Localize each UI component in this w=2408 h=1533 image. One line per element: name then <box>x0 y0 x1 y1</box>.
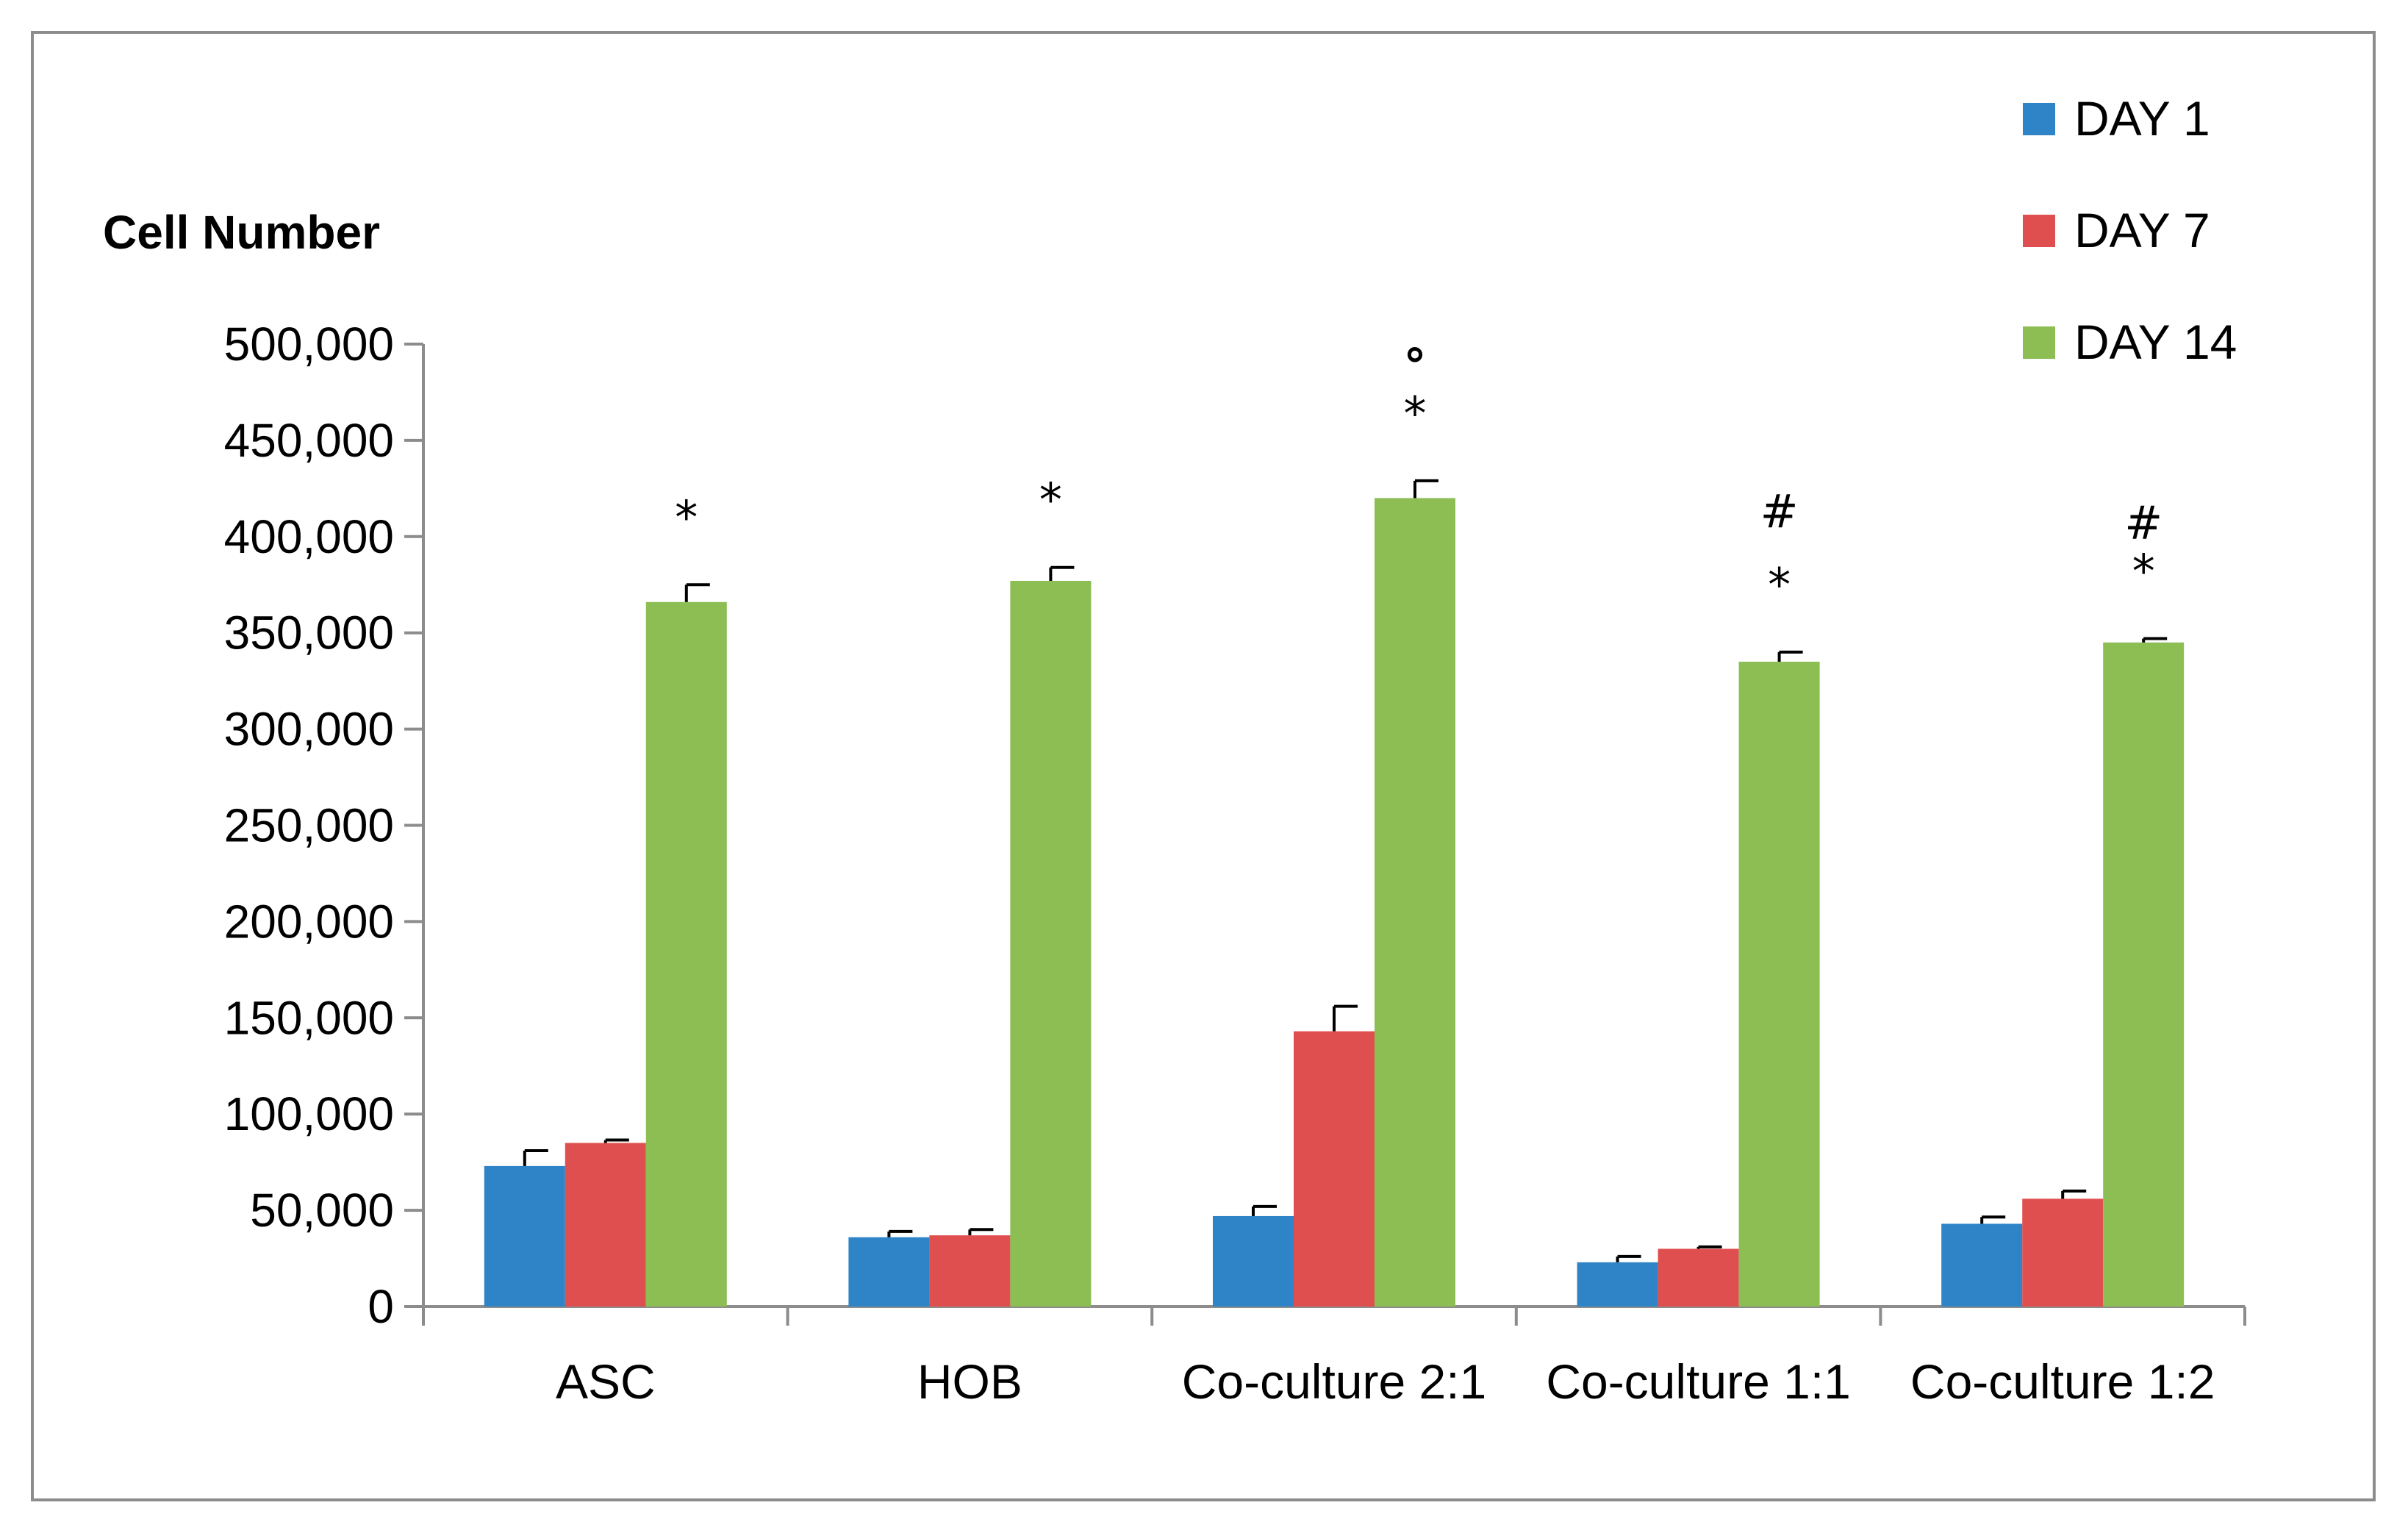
legend-label: DAY 1 <box>2074 91 2210 146</box>
bar-day-14 <box>1010 581 1092 1307</box>
y-tick-label: 250,000 <box>224 799 394 852</box>
x-category-label: ASC <box>556 1354 656 1409</box>
annotation-asterisk: * <box>675 490 698 544</box>
y-tick-label: 0 <box>368 1280 394 1333</box>
bar-day-7 <box>565 1143 646 1307</box>
legend-swatch-day-14 <box>2023 326 2055 359</box>
bar-day-7 <box>1294 1031 1375 1307</box>
y-tick-label: 300,000 <box>224 703 394 756</box>
annotation-hash: # <box>1760 485 1799 538</box>
bar-day-1 <box>1941 1223 2023 1307</box>
bar-day-14 <box>1738 661 1820 1307</box>
legend-swatch-day-1 <box>2023 103 2055 135</box>
annotation-asterisk: * <box>1768 558 1791 612</box>
y-tick-label: 200,000 <box>224 895 394 948</box>
y-tick-label: 500,000 <box>224 318 394 371</box>
legend-label: DAY 14 <box>2074 315 2237 369</box>
y-tick-label: 400,000 <box>224 510 394 563</box>
legend-label: DAY 7 <box>2074 203 2210 257</box>
x-category-label: Co-culture 1:1 <box>1546 1354 1851 1409</box>
x-category-label: Co-culture 2:1 <box>1182 1354 1487 1409</box>
y-tick-label: 50,000 <box>250 1184 394 1237</box>
bar-day-1 <box>848 1237 930 1307</box>
y-tick-label: 450,000 <box>224 414 394 467</box>
bar-day-7 <box>2022 1198 2104 1307</box>
y-tick-label: 350,000 <box>224 607 394 660</box>
x-category-label: HOB <box>917 1354 1022 1409</box>
annotation-asterisk: * <box>2132 545 2155 598</box>
bar-day-7 <box>1658 1248 1739 1307</box>
y-tick-label: 150,000 <box>224 991 394 1044</box>
annotation-circle: ° <box>1404 339 1427 393</box>
bar-day-14 <box>645 601 727 1307</box>
bar-day-1 <box>1577 1262 1658 1307</box>
annotation-asterisk: * <box>1404 387 1427 440</box>
bar-day-14 <box>1375 498 1455 1307</box>
annotation-asterisk: * <box>1039 474 1062 527</box>
x-category-label: Co-culture 1:2 <box>1910 1354 2215 1409</box>
bar-day-1 <box>1213 1215 1294 1307</box>
bar-day-7 <box>929 1235 1011 1307</box>
bar-day-14 <box>2103 642 2185 1307</box>
y-tick-label: 100,000 <box>224 1087 394 1140</box>
y-axis-label: Cell Number <box>103 206 380 259</box>
legend-swatch-day-7 <box>2023 215 2055 247</box>
annotation-hash: # <box>2124 496 2162 550</box>
bar-day-1 <box>484 1165 565 1307</box>
